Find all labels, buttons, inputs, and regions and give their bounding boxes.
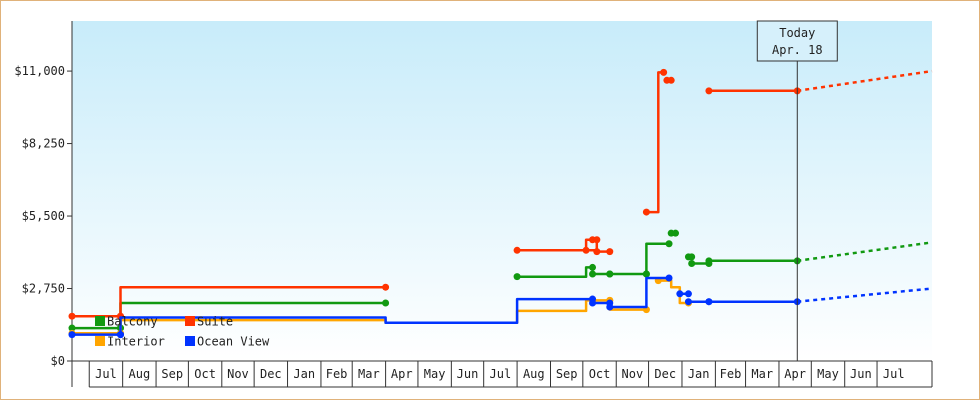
month-label: May [424,367,446,381]
today-date: Apr. 18 [772,43,823,57]
data-point [593,248,601,256]
data-point [665,240,673,248]
y-tick-label: $2,750 [22,282,65,296]
month-label: Jun [457,367,479,381]
data-point [513,273,521,281]
legend-swatch [95,316,105,326]
legend-label: Interior [107,335,165,349]
data-point [676,290,684,298]
today-box [756,20,838,62]
month-label: Jul [490,367,512,381]
series-ocean-view [68,274,933,339]
data-point [606,248,614,256]
month-label: Sep [161,367,183,381]
projection-line [797,241,933,263]
data-point [68,331,76,339]
month-label: Dec [260,367,282,381]
data-point [589,270,597,278]
month-label: Feb [720,367,742,381]
data-point [642,208,650,216]
projection-line [797,287,933,303]
data-point [660,68,668,76]
data-point [705,257,713,265]
y-tick-label: $0 [51,354,65,368]
month-label: Apr [784,367,806,381]
month-label: Jan [293,367,315,381]
legend-swatch [95,336,105,346]
series-line [609,276,669,309]
month-label: Dec [654,367,676,381]
series-line [119,285,386,317]
month-label: Mar [358,367,380,381]
month-label: Apr [391,367,413,381]
data-point [665,274,673,282]
month-label: Jul [883,367,905,381]
data-point [582,246,590,254]
data-point [684,290,692,298]
month-label: May [817,367,839,381]
data-point [684,298,692,306]
legend-swatch [185,336,195,346]
series-line [645,242,669,274]
month-label: Aug [523,367,545,381]
series-suite [68,68,933,320]
data-point [705,298,713,306]
month-label: Jun [850,367,872,381]
month-label: Mar [751,367,773,381]
data-point [589,299,597,307]
today-label: Today [779,26,815,40]
month-label: Sep [556,367,578,381]
data-point [382,283,390,291]
data-point [68,324,76,332]
data-point [672,229,680,237]
series-line [119,297,593,335]
month-label: Oct [589,367,611,381]
y-tick-label: $8,250 [22,137,65,151]
data-point [642,270,650,278]
data-point [688,259,696,267]
legend-label: Suite [197,315,233,329]
plot-background [72,21,932,361]
data-point [606,303,614,311]
data-point [589,263,597,271]
projection-line [797,69,933,93]
legend-swatch [185,316,195,326]
y-tick-label: $11,000 [14,64,65,78]
data-point [667,76,675,84]
data-point [382,299,390,307]
month-label: Oct [194,367,216,381]
legend-label: Balcony [107,315,158,329]
data-point [593,236,601,244]
data-point [116,331,124,339]
month-label: Nov [227,367,249,381]
data-point [68,312,76,320]
y-tick-label: $5,500 [22,209,65,223]
month-label: Feb [326,367,348,381]
data-point [513,246,521,254]
month-label: Nov [622,367,644,381]
month-label: Jan [688,367,710,381]
data-point [606,270,614,278]
data-point [705,87,713,95]
month-label: Aug [129,367,151,381]
legend-label: Ocean View [197,335,270,349]
data-point [688,253,696,261]
month-label: Jul [95,367,117,381]
